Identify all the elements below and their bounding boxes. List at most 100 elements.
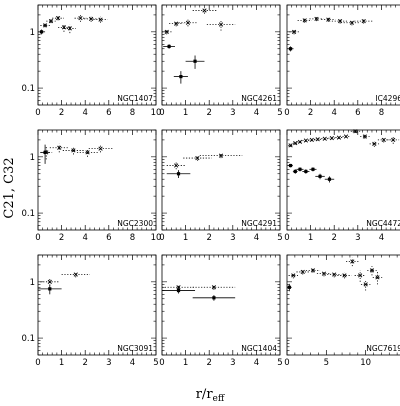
- x-tick-label: 1: [183, 358, 188, 368]
- panel-ngc2300: 0 2 4 6 8 10 0.1 1 NGC2300: [21, 129, 162, 243]
- marker-cross: [315, 137, 320, 142]
- data-point-c32: [346, 257, 359, 267]
- y-tick-label: 0.1: [21, 84, 35, 94]
- y-tick-label: 0.1: [21, 209, 35, 219]
- x-tick-label: 5: [277, 233, 282, 243]
- marker-cross: [174, 163, 179, 168]
- x-tick-label: 2: [308, 108, 313, 118]
- data-point-c32: [354, 270, 366, 282]
- x-tick-label: 3: [230, 358, 235, 368]
- marker-cross: [195, 155, 200, 161]
- x-tick-label: 0: [284, 358, 289, 368]
- data-point-c32: [305, 268, 321, 273]
- x-tick-label: 10: [151, 233, 162, 243]
- x-tick-label: 8: [130, 233, 135, 243]
- data-point-c32: [321, 17, 336, 22]
- data-point-c21: [38, 284, 62, 295]
- data-point-c32: [297, 139, 303, 144]
- x-tick-label: 0: [35, 233, 40, 243]
- marker-square: [287, 285, 291, 289]
- marker-cross: [218, 153, 224, 158]
- data-point-c32: [166, 162, 186, 170]
- marker-square: [288, 163, 293, 168]
- marker-cross: [322, 136, 327, 141]
- x-tick-label: 0: [159, 358, 164, 368]
- marker-cross: [202, 8, 207, 13]
- x-tick-label: 0: [35, 108, 40, 118]
- marker-cross: [343, 134, 349, 139]
- data-point-c32: [360, 279, 371, 291]
- panel-label: NGC1407: [117, 94, 153, 103]
- data-point-c32: [314, 137, 322, 142]
- data-point-c21: [292, 169, 298, 174]
- panel-frame: [161, 4, 281, 106]
- data-point-c21: [192, 295, 236, 301]
- data-point-c32: [40, 146, 53, 160]
- data-point-c21: [173, 71, 188, 84]
- marker-cross: [42, 23, 48, 28]
- marker-cross: [174, 21, 179, 26]
- x-tick-label: 5: [277, 358, 282, 368]
- marker-square: [48, 287, 52, 291]
- data-point-c21: [296, 167, 304, 172]
- x-axis-label-base: r/r: [196, 387, 214, 402]
- data-point-c21: [185, 55, 205, 69]
- panel-frame: [161, 254, 281, 356]
- marker-cross: [291, 29, 297, 34]
- marker-cross: [85, 150, 90, 155]
- data-point-c32: [331, 18, 349, 24]
- marker-cross: [293, 141, 298, 146]
- marker-square: [193, 59, 197, 63]
- data-point-c32: [308, 137, 316, 143]
- panel-frame: [37, 4, 157, 106]
- data-point-c32: [369, 141, 380, 147]
- data-point-c32: [88, 145, 113, 153]
- data-point-c21: [302, 169, 310, 174]
- x-tick-label: 0: [159, 108, 164, 118]
- data-point-c32: [327, 271, 342, 278]
- x-tick-label: 2: [59, 233, 64, 243]
- data-point-c32: [162, 284, 196, 290]
- panel-label: NGC2300: [117, 219, 153, 228]
- x-tick-label: 5: [277, 108, 282, 118]
- x-tick-label: 8: [379, 108, 384, 118]
- data-point-c32: [62, 146, 85, 155]
- data-point-c32: [46, 19, 56, 24]
- data-point-c32: [93, 16, 108, 23]
- panel-label: NGC4472: [366, 219, 400, 228]
- data-point-c32: [183, 155, 212, 161]
- marker-cross: [291, 273, 296, 278]
- x-tick-label: 4: [82, 233, 87, 243]
- marker-square: [39, 30, 44, 34]
- data-point-c32: [302, 138, 310, 143]
- x-tick-label: 4: [379, 233, 384, 243]
- marker-square: [212, 296, 216, 300]
- y-tick-label: 1: [30, 153, 35, 163]
- data-point-c21: [166, 170, 191, 179]
- x-tick-label: 6: [106, 233, 111, 243]
- data-point-c21: [40, 144, 50, 164]
- x-tick-label: 4: [331, 108, 336, 118]
- x-tick-label: 1: [183, 108, 188, 118]
- x-tick-label: 5: [324, 358, 329, 368]
- marker-cross: [310, 268, 316, 273]
- data-point-c32: [40, 278, 60, 286]
- y-tick-label: 0.1: [21, 334, 35, 344]
- y-tick-label: 1: [30, 28, 35, 38]
- panel-ic4296: 0246810IC4296: [284, 4, 400, 118]
- x-tick-label: 1: [308, 233, 313, 243]
- marker-cross: [288, 143, 293, 148]
- data-point-c32: [342, 134, 350, 139]
- x-tick-label: 4: [254, 358, 259, 368]
- marker-cross: [44, 150, 49, 155]
- marker-cross: [369, 268, 375, 273]
- x-tick-label: 2: [82, 358, 87, 368]
- data-point-c32: [49, 143, 69, 153]
- marker-cross: [300, 269, 305, 275]
- x-tick-label: 4: [82, 108, 87, 118]
- y-axis-label: C21, C32: [2, 157, 17, 218]
- data-point-c21: [163, 44, 175, 49]
- marker-cross: [353, 129, 358, 134]
